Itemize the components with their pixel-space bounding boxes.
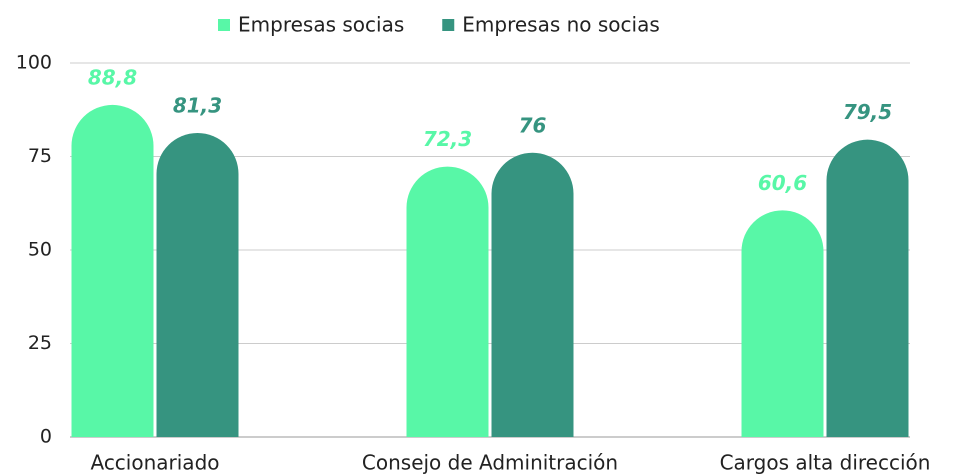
legend-swatch bbox=[218, 19, 230, 31]
value-label: 60,6 bbox=[758, 171, 807, 195]
value-label: 79,5 bbox=[843, 100, 892, 124]
x-tick-label: Accionariado bbox=[90, 451, 219, 475]
y-tick-label: 100 bbox=[16, 52, 52, 74]
bar bbox=[71, 104, 154, 437]
bar bbox=[156, 132, 239, 438]
legend-label: Empresas socias bbox=[238, 13, 404, 37]
y-tick-label: 75 bbox=[28, 145, 52, 167]
y-tick-label: 0 bbox=[40, 426, 52, 448]
bar bbox=[491, 152, 574, 437]
bar bbox=[741, 210, 824, 437]
value-label: 81,3 bbox=[173, 93, 222, 117]
y-tick-label: 50 bbox=[28, 239, 52, 261]
bar bbox=[406, 166, 489, 437]
value-label: 88,8 bbox=[88, 65, 137, 89]
bar bbox=[826, 139, 909, 438]
value-label: 76 bbox=[519, 113, 547, 137]
x-tick-label: Cargos alta dirección bbox=[720, 451, 931, 475]
legend-swatch bbox=[442, 19, 455, 31]
y-tick-label: 25 bbox=[28, 332, 52, 354]
legend-label: Empresas no socias bbox=[462, 13, 660, 37]
value-label: 72,3 bbox=[423, 127, 472, 151]
x-tick-label: Consejo de Adminitración bbox=[362, 451, 618, 475]
